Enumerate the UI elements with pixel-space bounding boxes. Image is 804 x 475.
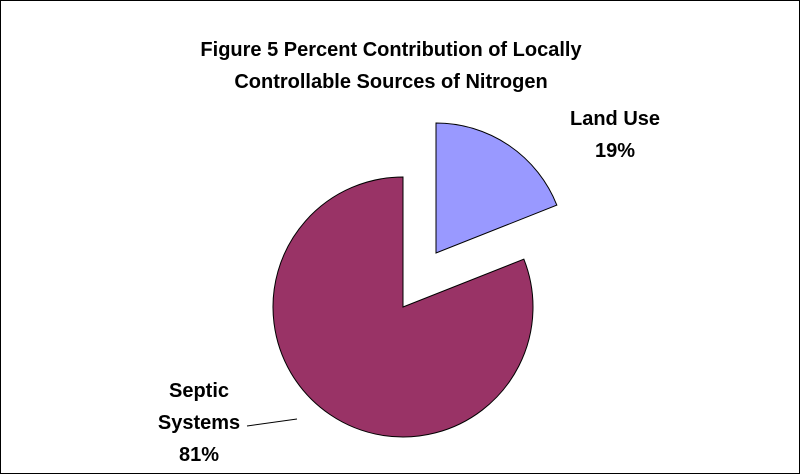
data-label-septic-systems-name-1: Septic — [168, 380, 230, 402]
chart-title-line-2: Controllable Sources of Nitrogen — [234, 71, 548, 93]
data-label-land-use-percent: 19% — [594, 140, 636, 162]
leader-line-septic-systems — [246, 418, 298, 427]
pie-slice-septic-systems — [272, 176, 534, 438]
chart-title: Figure 5 Percent Contribution of Locally… — [1, 34, 781, 98]
data-label-land-use-name: Land Use — [569, 108, 661, 130]
pie-slice-land-use — [435, 122, 558, 254]
data-label-septic-systems-percent: 81% — [178, 444, 220, 466]
data-label-land-use: Land Use 19% — [535, 103, 695, 167]
chart-title-line-1: Figure 5 Percent Contribution of Locally — [200, 39, 582, 61]
data-label-septic-systems-name-2: Systems — [157, 412, 241, 434]
data-label-septic-systems: Septic Systems 81% — [139, 375, 259, 471]
